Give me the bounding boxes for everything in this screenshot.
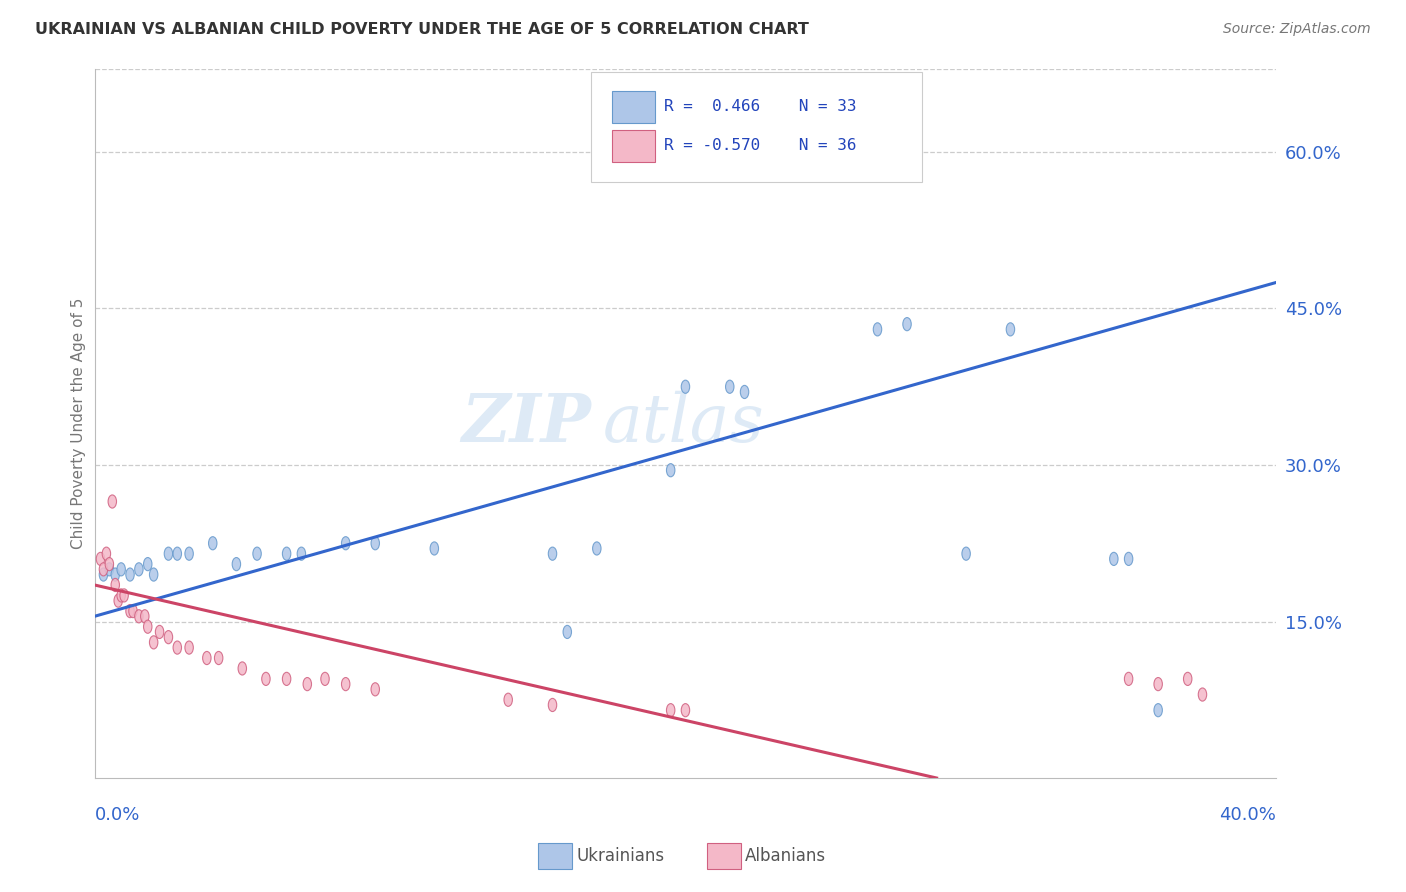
Ellipse shape [149,568,157,582]
Ellipse shape [666,464,675,477]
Text: 0.0%: 0.0% [94,806,141,824]
Text: R =  0.466    N = 33: R = 0.466 N = 33 [664,99,856,113]
Ellipse shape [108,495,117,508]
Ellipse shape [111,568,120,582]
Ellipse shape [682,704,690,717]
Ellipse shape [1125,552,1133,566]
Ellipse shape [100,563,108,576]
Text: Albanians: Albanians [745,847,827,865]
Y-axis label: Child Poverty Under the Age of 5: Child Poverty Under the Age of 5 [72,298,86,549]
Ellipse shape [1125,673,1133,685]
Ellipse shape [232,558,240,571]
Ellipse shape [215,651,224,665]
Ellipse shape [873,323,882,336]
Ellipse shape [186,641,194,654]
Ellipse shape [165,547,173,560]
Ellipse shape [1109,552,1118,566]
Ellipse shape [682,380,690,393]
Ellipse shape [117,589,125,602]
Ellipse shape [962,547,970,560]
FancyBboxPatch shape [612,129,655,162]
Ellipse shape [125,605,134,617]
Ellipse shape [135,563,143,576]
Ellipse shape [141,610,149,623]
Ellipse shape [342,678,350,690]
Text: Source: ZipAtlas.com: Source: ZipAtlas.com [1223,22,1371,37]
Ellipse shape [283,673,291,685]
Ellipse shape [1007,323,1015,336]
Ellipse shape [548,698,557,712]
Ellipse shape [666,704,675,717]
Ellipse shape [253,547,262,560]
Text: ZIP: ZIP [461,391,591,456]
Ellipse shape [321,673,329,685]
Ellipse shape [105,558,114,571]
Ellipse shape [186,547,194,560]
Ellipse shape [143,620,152,633]
Ellipse shape [96,552,104,566]
Ellipse shape [503,693,512,706]
Ellipse shape [371,537,380,549]
Ellipse shape [725,380,734,393]
Ellipse shape [238,662,246,675]
Ellipse shape [117,563,125,576]
Ellipse shape [143,558,152,571]
Ellipse shape [120,589,128,602]
Text: R = -0.570    N = 36: R = -0.570 N = 36 [664,137,856,153]
Ellipse shape [105,563,114,576]
Text: Ukrainians: Ukrainians [576,847,665,865]
Ellipse shape [562,625,571,639]
Ellipse shape [741,385,749,399]
Ellipse shape [173,547,181,560]
Ellipse shape [1184,673,1192,685]
Ellipse shape [430,541,439,555]
Ellipse shape [103,547,111,560]
Ellipse shape [149,636,157,649]
FancyBboxPatch shape [591,72,922,182]
Ellipse shape [304,678,312,690]
FancyBboxPatch shape [612,90,655,123]
Text: 40.0%: 40.0% [1219,806,1277,824]
Ellipse shape [155,625,163,639]
Ellipse shape [111,578,120,591]
Ellipse shape [342,537,350,549]
Ellipse shape [592,541,600,555]
Ellipse shape [202,651,211,665]
Ellipse shape [283,547,291,560]
Ellipse shape [114,594,122,607]
Ellipse shape [262,673,270,685]
Text: atlas: atlas [603,391,765,456]
Ellipse shape [125,568,134,582]
Ellipse shape [173,641,181,654]
Ellipse shape [1154,678,1163,690]
Ellipse shape [1198,688,1206,701]
Ellipse shape [208,537,217,549]
Ellipse shape [100,568,108,582]
Ellipse shape [297,547,305,560]
Ellipse shape [1154,704,1163,717]
Ellipse shape [903,318,911,331]
Ellipse shape [129,605,138,617]
Ellipse shape [165,631,173,644]
Ellipse shape [371,682,380,696]
Ellipse shape [548,547,557,560]
Text: UKRAINIAN VS ALBANIAN CHILD POVERTY UNDER THE AGE OF 5 CORRELATION CHART: UKRAINIAN VS ALBANIAN CHILD POVERTY UNDE… [35,22,808,37]
Ellipse shape [135,610,143,623]
